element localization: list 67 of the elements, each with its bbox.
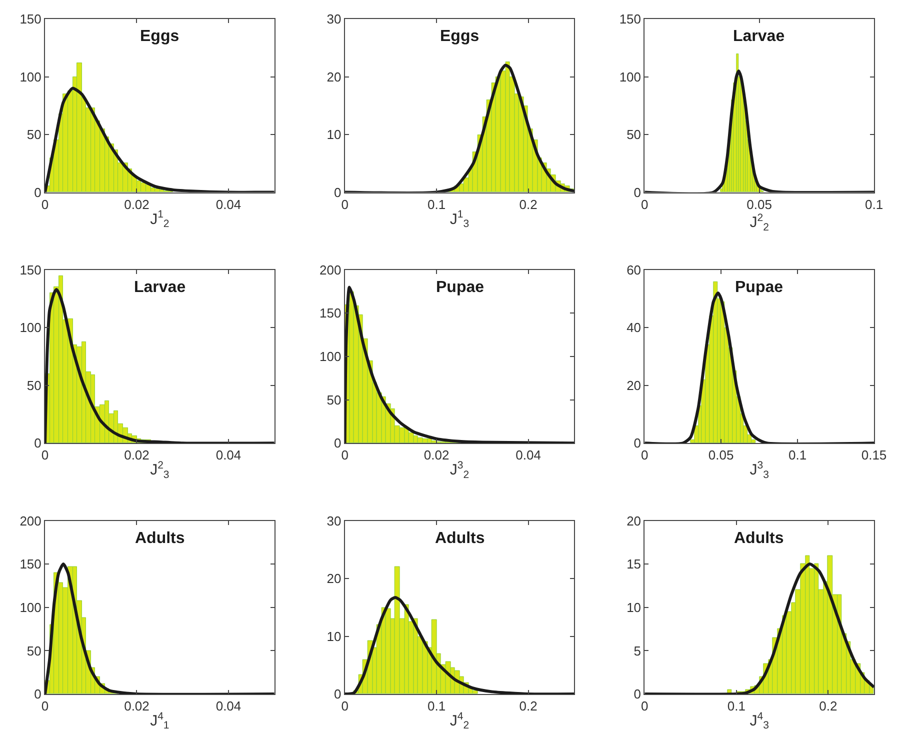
y-tick-label: 20 [326, 571, 342, 586]
y-tick-label: 150 [20, 12, 42, 27]
y-tick-label: 150 [320, 306, 342, 321]
y-tick-label: 50 [26, 127, 42, 142]
x-tick-label: 0.1 [428, 196, 446, 212]
x-tick-label: 0.02 [124, 448, 150, 463]
y-tick-label: 0 [34, 436, 42, 451]
y-tick-label: 20 [626, 378, 642, 393]
y-tick-label: 30 [326, 12, 342, 27]
text: Larvae [733, 28, 785, 45]
x-tick-label: 0.2 [519, 196, 538, 212]
y-tick-label: 0 [34, 686, 42, 702]
y-tick-label: 50 [26, 378, 42, 393]
x-tick-label: 0.05 [746, 196, 772, 212]
text: Adults [135, 530, 185, 547]
x-tick-label: 0.1 [428, 698, 446, 714]
x-tick-label: 0.1 [788, 448, 807, 463]
y-tick-label: 100 [20, 600, 42, 615]
y-tick-label: 15 [626, 556, 642, 572]
y-tick-label: 50 [26, 643, 42, 658]
x-tick-label: 0.04 [216, 448, 242, 463]
y-tick-label: 0 [634, 686, 642, 702]
y-tick-label: 10 [326, 127, 342, 142]
y-tick-label: 40 [626, 320, 642, 336]
y-tick-label: 5 [634, 643, 642, 658]
y-tick-label: 20 [626, 513, 642, 528]
x-tick-label: 0.15 [861, 448, 887, 463]
y-tick-label: 10 [626, 600, 642, 615]
text: Larvae [134, 279, 186, 296]
x-tick-label: 0.04 [216, 698, 242, 714]
y-tick-label: 100 [619, 69, 642, 84]
y-tick-label: 100 [20, 320, 42, 336]
y-tick-label: 0 [634, 436, 642, 451]
text: Adults [734, 530, 784, 547]
x-tick-label: 0.1 [727, 698, 746, 714]
y-tick-label: 0 [34, 184, 42, 200]
y-tick-label: 60 [626, 262, 642, 278]
y-tick-label: 0 [634, 184, 642, 200]
x-tick-label: 0.02 [124, 196, 150, 212]
x-tick-label: 0.1 [864, 196, 884, 212]
x-tick-label: 0.04 [516, 448, 541, 463]
y-tick-label: 0 [334, 184, 342, 200]
y-tick-label: 0 [334, 686, 342, 702]
y-tick-label: 100 [320, 349, 342, 364]
text: Pupae [735, 279, 784, 296]
x-tick-label: 0.02 [424, 448, 450, 463]
text: Eggs [140, 28, 180, 45]
x-tick-label: 0.05 [708, 448, 734, 463]
y-tick-label: 20 [326, 69, 342, 84]
y-tick-label: 100 [20, 69, 42, 84]
y-tick-label: 150 [20, 556, 42, 572]
y-tick-label: 200 [20, 513, 42, 528]
text: Adults [435, 530, 485, 547]
x-tick-label: 0.2 [519, 698, 538, 714]
x-tick-label: 0.2 [819, 698, 838, 714]
y-tick-label: 30 [326, 513, 342, 528]
y-tick-label: 10 [326, 628, 342, 644]
x-tick-label: 0.04 [216, 196, 242, 212]
text: Pupae [436, 279, 484, 296]
y-tick-label: 0 [334, 436, 342, 451]
x-tick-label: 0.02 [124, 698, 150, 714]
y-tick-label: 150 [20, 262, 42, 278]
y-tick-label: 50 [626, 127, 642, 142]
y-tick-label: 50 [326, 392, 342, 408]
text: Eggs [440, 28, 480, 45]
y-tick-label: 150 [619, 12, 642, 27]
y-tick-label: 200 [320, 262, 342, 278]
